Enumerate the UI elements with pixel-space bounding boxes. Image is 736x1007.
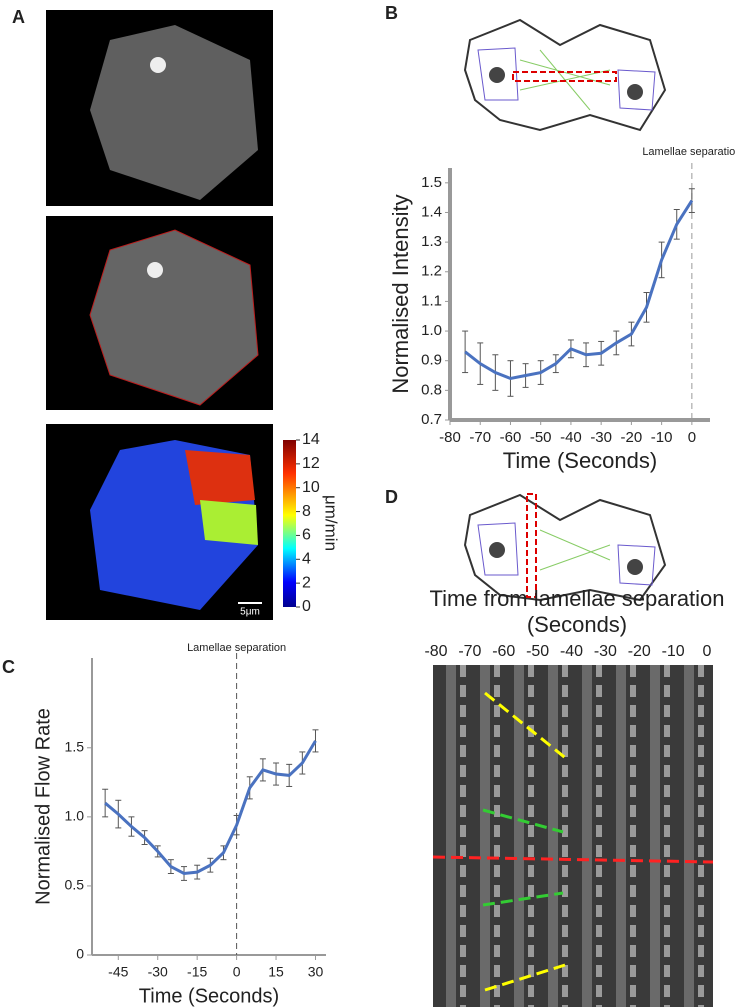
colorbar-label: μm/min <box>322 495 341 551</box>
colorbar-tick-label: 4 <box>302 551 311 568</box>
kymograph-title: (Seconds) <box>527 612 627 637</box>
panel-label: A <box>12 7 25 27</box>
x-tick-label: 0 <box>688 429 696 446</box>
annotation: Lamellae separation <box>642 146 736 158</box>
x-tick-label: 15 <box>268 964 284 980</box>
colorbar-tick-label: 8 <box>302 503 311 520</box>
kymograph-tick-label: -50 <box>526 643 549 660</box>
y-tick-label: 0 <box>76 946 84 962</box>
colorbar-tick-label: 12 <box>302 455 320 472</box>
kymograph-tick-label: -60 <box>492 643 515 660</box>
kymograph-tick-label: 0 <box>703 643 712 660</box>
data-line <box>104 740 317 876</box>
x-axis-label: Time (Seconds) <box>139 985 279 1007</box>
colorbar-tick-label: 0 <box>302 598 311 615</box>
x-tick-label: 0 <box>233 964 241 980</box>
y-tick-label: 1.2 <box>421 263 442 280</box>
y-axis-label: Normalised Flow Rate <box>32 708 54 905</box>
kymograph-tick-label: -40 <box>560 643 583 660</box>
x-tick-label: -45 <box>108 964 128 980</box>
colorbar-tick-label: 2 <box>302 574 311 591</box>
panel-label: B <box>385 3 398 23</box>
y-tick-label: 0.5 <box>65 877 85 893</box>
y-tick-label: 1.0 <box>65 808 85 824</box>
x-tick-label: -60 <box>500 429 522 446</box>
data-line <box>464 199 694 381</box>
annotation: Lamellae separation <box>187 642 286 654</box>
x-tick-label: -10 <box>651 429 673 446</box>
scale-bar-label: 5μm <box>240 607 260 618</box>
kymograph-tick-label: -10 <box>662 643 685 660</box>
x-tick-label: -30 <box>590 429 612 446</box>
x-tick-label: -40 <box>560 429 582 446</box>
kymograph-tick-label: -80 <box>424 643 447 660</box>
panel-label: D <box>385 487 398 507</box>
y-tick-label: 1.3 <box>421 233 442 250</box>
panel-label: C <box>2 657 15 677</box>
microscopy-images: 5μm μm/min <box>46 10 341 620</box>
cell-diagram <box>463 18 667 602</box>
x-tick-label: -15 <box>187 964 207 980</box>
y-axis-label: Normalised Intensity <box>388 194 413 393</box>
x-tick-label: -50 <box>530 429 552 446</box>
x-tick-label: 30 <box>308 964 324 980</box>
x-tick-label: -30 <box>148 964 168 980</box>
y-tick-label: 1.1 <box>421 292 442 309</box>
kymograph-tick-label: -20 <box>628 643 651 660</box>
x-tick-label: -20 <box>621 429 643 446</box>
kymograph-tick-label: -30 <box>594 643 617 660</box>
x-tick-label: -70 <box>469 429 491 446</box>
y-tick-label: 1.0 <box>421 322 442 339</box>
y-tick-label: 1.4 <box>421 203 442 220</box>
kymograph: Time from lamellae separation (Seconds) <box>429 586 725 1007</box>
y-tick-label: 1.5 <box>65 738 85 754</box>
colorbar-tick-label: 14 <box>302 431 320 448</box>
kymograph-title: Time from lamellae separation <box>429 586 724 611</box>
kymograph-tick-label: -70 <box>458 643 481 660</box>
x-axis-label: Time (Seconds) <box>503 448 657 473</box>
y-tick-label: 0.7 <box>421 411 442 428</box>
x-tick-label: -80 <box>439 429 461 446</box>
colorbar-tick-label: 6 <box>302 527 311 544</box>
y-tick-label: 0.9 <box>421 352 442 369</box>
y-tick-label: 0.8 <box>421 381 442 398</box>
colorbar-tick-label: 10 <box>302 479 320 496</box>
y-tick-label: 1.5 <box>421 174 442 191</box>
